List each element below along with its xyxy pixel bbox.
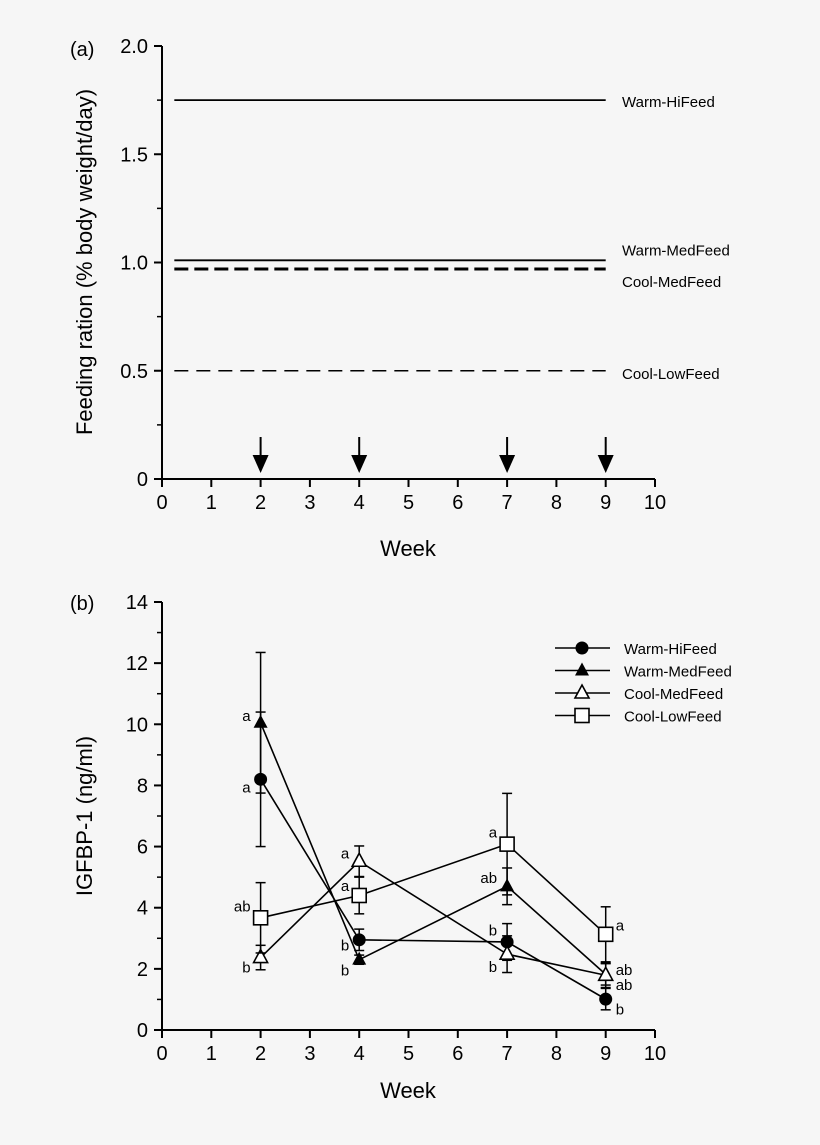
- y-tick-label: 0: [137, 1020, 148, 1042]
- y-tick-label: 0.5: [120, 361, 148, 383]
- sampling-arrow-head: [499, 455, 516, 473]
- x-tick-label: 2: [255, 492, 266, 514]
- sampling-arrow-head: [351, 455, 368, 473]
- marker-open-triangle: [573, 683, 591, 699]
- panel-b: (b) Week IGFBP-1 (ng/ml) 0 1 2 3 4 5 6 7 8 9 10024…: [70, 592, 732, 1103]
- marker-open-square: [597, 926, 614, 943]
- marker-filled-circle: [352, 933, 366, 947]
- y-tick-label: 12: [126, 653, 148, 675]
- marker-filled-circle: [599, 992, 613, 1006]
- x-tick-label: 4: [354, 1043, 365, 1065]
- significance-letter: a: [616, 918, 625, 935]
- legend-label: Warm-MedFeed: [624, 664, 732, 681]
- x-tick-label: 0: [156, 492, 167, 514]
- significance-letter: b: [242, 959, 250, 976]
- y-tick-label: 1.0: [120, 253, 148, 275]
- y-tick-label: 0: [137, 469, 148, 491]
- panel-a-label: (a): [70, 39, 94, 61]
- panel-a-ylabel: Feeding ration (% body weight/day): [72, 89, 97, 435]
- significance-letter: ab: [480, 870, 497, 887]
- x-tick-label: 6: [452, 492, 463, 514]
- y-tick-label: 1.5: [120, 144, 148, 166]
- marker-filled-circle: [575, 641, 589, 655]
- x-tick-label: 5: [403, 492, 414, 514]
- series-line: [260, 860, 606, 977]
- x-tick-label: 9: [600, 492, 611, 514]
- marker-open-square: [574, 707, 590, 724]
- x-tick-label: 3: [304, 1043, 315, 1065]
- y-tick-label: 4: [137, 898, 148, 920]
- significance-letter: a: [341, 878, 350, 895]
- x-tick-label: 4: [354, 492, 365, 514]
- series-line: [259, 722, 607, 975]
- marker-filled-triangle: [253, 714, 268, 728]
- y-tick-label: 10: [126, 714, 148, 736]
- panel-b-xlabel: Week: [380, 1078, 437, 1103]
- x-tick-label: 2: [255, 1043, 266, 1065]
- panel-b-ylabel: IGFBP-1 (ng/ml): [72, 736, 97, 896]
- x-tick-label: 8: [551, 492, 562, 514]
- legend-label: Cool-MedFeed: [624, 686, 723, 703]
- y-tick-label: 2: [137, 959, 148, 981]
- marker-open-triangle: [498, 944, 516, 960]
- series-line: [260, 843, 607, 935]
- y-tick-label: 8: [137, 775, 148, 797]
- significance-letter: b: [489, 923, 497, 940]
- x-tick-label: 9: [600, 1043, 611, 1065]
- ration-line-label: Cool-LowFeed: [622, 366, 720, 383]
- x-tick-label: 7: [502, 1043, 513, 1065]
- x-tick-label: 6: [452, 1043, 463, 1065]
- legend-label: Warm-HiFeed: [624, 641, 717, 658]
- x-tick-label: 5: [403, 1043, 414, 1065]
- ration-line-label: Warm-HiFeed: [622, 94, 715, 111]
- sampling-arrow-head: [252, 455, 269, 473]
- legend-label: Cool-LowFeed: [624, 709, 722, 726]
- x-tick-label: 1: [206, 1043, 217, 1065]
- ration-line-label: Warm-MedFeed: [622, 242, 730, 259]
- significance-letter: b: [341, 937, 349, 954]
- marker-open-square: [351, 887, 368, 904]
- significance-letter: b: [489, 959, 497, 976]
- marker-open-triangle: [252, 947, 269, 964]
- significance-letter: a: [242, 780, 251, 797]
- significance-letter: a: [242, 708, 251, 725]
- panel-b-label: (b): [70, 593, 94, 615]
- marker-filled-triangle: [352, 951, 367, 965]
- y-tick-label: 14: [126, 592, 148, 614]
- significance-letter: b: [616, 1002, 624, 1019]
- marker-filled-triangle: [575, 662, 589, 676]
- series-line: [259, 778, 607, 1000]
- x-tick-label: 3: [304, 492, 315, 514]
- ration-line-label: Cool-MedFeed: [622, 274, 721, 291]
- significance-letter: b: [341, 962, 349, 979]
- x-tick-label: 8: [551, 1043, 562, 1065]
- significance-letter: ab: [616, 962, 633, 979]
- y-tick-label: 6: [137, 837, 148, 859]
- significance-letter: ab: [616, 977, 633, 994]
- significance-letter: ab: [234, 899, 251, 916]
- marker-open-triangle: [597, 965, 615, 982]
- panel-a-xlabel: Week: [380, 536, 437, 561]
- sampling-arrow-head: [597, 455, 614, 473]
- x-tick-label: 0: [156, 1043, 167, 1065]
- significance-letter: a: [341, 846, 350, 863]
- x-tick-label: 10: [644, 1043, 666, 1065]
- x-tick-label: 10: [644, 492, 666, 514]
- x-tick-label: 1: [206, 492, 217, 514]
- significance-letter: a: [489, 824, 498, 841]
- marker-open-square: [499, 836, 515, 852]
- panel-a: (a) Week Feeding ration (% body weight/d…: [70, 36, 730, 561]
- marker-open-triangle: [350, 851, 368, 868]
- y-tick-label: 2.0: [120, 36, 148, 58]
- series-cool-medfeed: bab ab: [242, 845, 633, 989]
- marker-open-square: [252, 910, 269, 926]
- x-tick-label: 7: [502, 492, 513, 514]
